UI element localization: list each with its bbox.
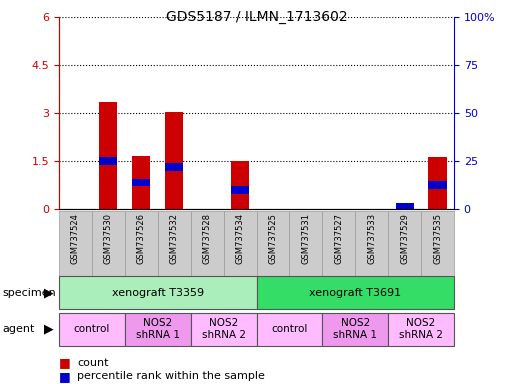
Text: NOS2
shRNA 1: NOS2 shRNA 1 — [333, 318, 377, 340]
Text: percentile rank within the sample: percentile rank within the sample — [77, 371, 265, 381]
Bar — [428, 157, 447, 209]
Text: ▶: ▶ — [44, 286, 54, 299]
Text: xenograft T3691: xenograft T3691 — [309, 288, 401, 298]
Text: GSM737528: GSM737528 — [203, 213, 212, 264]
Bar — [100, 102, 117, 209]
Bar — [165, 112, 183, 209]
Text: NOS2
shRNA 2: NOS2 shRNA 2 — [399, 318, 443, 340]
Text: GSM737534: GSM737534 — [235, 213, 245, 264]
Bar — [231, 186, 249, 194]
Text: GSM737524: GSM737524 — [71, 213, 80, 264]
Text: NOS2
shRNA 1: NOS2 shRNA 1 — [136, 318, 180, 340]
Text: agent: agent — [3, 324, 35, 334]
Bar — [231, 161, 249, 209]
Text: control: control — [271, 324, 308, 334]
Text: GDS5187 / ILMN_1713602: GDS5187 / ILMN_1713602 — [166, 10, 347, 23]
Text: control: control — [74, 324, 110, 334]
Bar — [396, 203, 413, 210]
Text: GSM737526: GSM737526 — [137, 213, 146, 264]
Text: specimen: specimen — [3, 288, 56, 298]
Text: ■: ■ — [59, 370, 71, 383]
Bar — [132, 179, 150, 186]
Bar — [165, 163, 183, 171]
Text: xenograft T3359: xenograft T3359 — [112, 288, 204, 298]
Text: GSM737531: GSM737531 — [301, 213, 310, 264]
Text: NOS2
shRNA 2: NOS2 shRNA 2 — [202, 318, 246, 340]
Text: ▶: ▶ — [44, 323, 54, 336]
Bar — [100, 157, 117, 165]
Text: ■: ■ — [59, 356, 71, 369]
Text: GSM737532: GSM737532 — [170, 213, 179, 264]
Text: GSM737525: GSM737525 — [268, 213, 278, 264]
Bar — [428, 182, 447, 189]
Text: GSM737527: GSM737527 — [334, 213, 343, 264]
Bar — [132, 157, 150, 209]
Text: GSM737535: GSM737535 — [433, 213, 442, 264]
Text: GSM737530: GSM737530 — [104, 213, 113, 264]
Text: GSM737533: GSM737533 — [367, 213, 376, 264]
Text: count: count — [77, 358, 108, 368]
Text: GSM737529: GSM737529 — [400, 213, 409, 264]
Bar — [396, 203, 413, 209]
